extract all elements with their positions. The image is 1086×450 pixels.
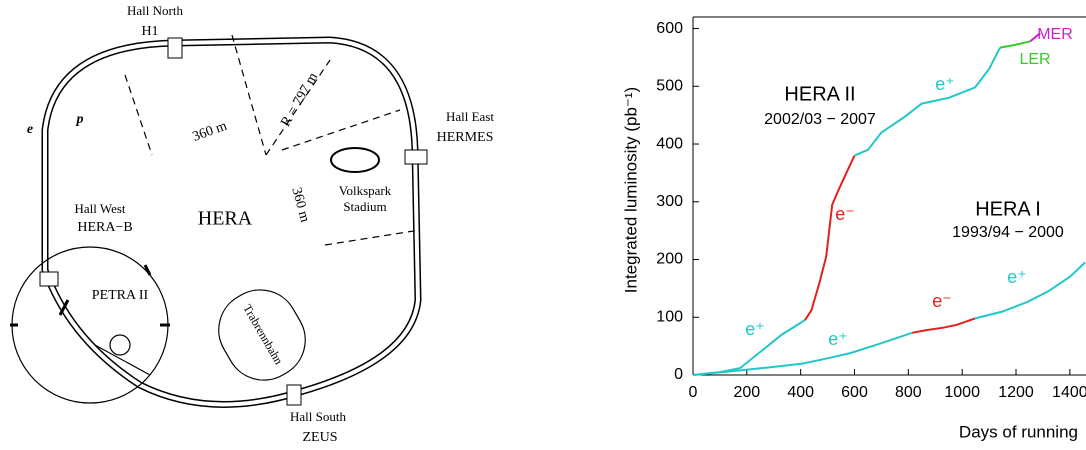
- transfer-line: [94, 344, 151, 376]
- label: HERMES: [437, 130, 494, 145]
- magnet: [58, 299, 70, 316]
- hall: [167, 37, 183, 59]
- series-line: [854, 47, 1001, 157]
- series-line: [692, 319, 806, 376]
- x-tick-label: 0: [689, 384, 698, 401]
- label: PETRA II: [92, 288, 149, 303]
- x-tick-label: 1200: [998, 384, 1034, 401]
- label: Trabrennbahn: [240, 302, 286, 367]
- racetrack: [218, 289, 306, 381]
- label: Hall East: [446, 109, 494, 124]
- x-axis-label: Days of running: [959, 422, 1078, 441]
- x-tick-label: 1000: [944, 384, 980, 401]
- x-tick-label: 200: [733, 384, 760, 401]
- series-line: [692, 331, 913, 376]
- x-tick-label: 1400: [1052, 384, 1086, 401]
- x-tick-label: 400: [787, 384, 814, 401]
- hall: [404, 149, 428, 165]
- label: 360 m: [191, 119, 229, 145]
- x-tick-label: 600: [841, 384, 868, 401]
- annotation: e⁺: [1007, 267, 1027, 287]
- hera-ring-inner: [43, 37, 421, 407]
- label: ZEUS: [303, 430, 338, 445]
- y-axis-label: Integrated luminosity (pb⁻¹): [621, 87, 640, 293]
- label: e: [27, 122, 33, 137]
- chart: 0 100 200 300 400 500 600 0 200 400 600 800 1000 1200…: [621, 16, 1086, 441]
- annotation: LER: [1019, 51, 1050, 68]
- accelerator-map: [10, 34, 428, 408]
- annotation: e⁺: [828, 329, 848, 349]
- series-line: [1029, 32, 1041, 43]
- dimension-lines: [124, 34, 421, 246]
- series-line: [911, 317, 976, 334]
- y-tick-label: 100: [656, 308, 683, 325]
- y-tick-label: 600: [656, 20, 683, 37]
- label: HERA: [198, 208, 253, 230]
- annotation: e⁻: [835, 204, 855, 224]
- y-tick-label: 500: [656, 78, 683, 95]
- label: 360 m: [288, 186, 312, 224]
- stadium-icon: [330, 147, 380, 173]
- hall: [39, 271, 59, 287]
- label: Stadium: [343, 199, 386, 214]
- label: p: [76, 112, 84, 127]
- annotation: e⁻: [932, 291, 952, 311]
- annotation: e⁺: [745, 319, 765, 339]
- detector: [109, 334, 131, 356]
- series-line: [804, 155, 856, 321]
- label: HERA−B: [77, 220, 132, 235]
- label: H1: [141, 24, 158, 39]
- series-line: [974, 261, 1086, 320]
- annotation: MER: [1037, 26, 1073, 43]
- label: Hall South: [290, 409, 346, 424]
- annotation: 2002/03 − 2007: [764, 111, 876, 128]
- label: R = 797 m: [278, 70, 321, 129]
- y-tick-label: 400: [656, 135, 683, 152]
- petra-ring: [11, 246, 169, 404]
- annotation: e⁺: [935, 74, 955, 94]
- y-tick-label: 0: [674, 366, 683, 383]
- label: Hall North: [127, 3, 183, 18]
- annotation: HERA II: [784, 83, 855, 105]
- hall: [286, 384, 302, 406]
- y-tick-label: 200: [656, 251, 683, 268]
- annotation: HERA I: [975, 198, 1041, 220]
- annotation: 1993/94 − 2000: [952, 224, 1064, 241]
- series-line: [999, 40, 1031, 49]
- magnet: [143, 264, 152, 276]
- y-tick-label: 300: [656, 193, 683, 210]
- label: Hall West: [74, 201, 125, 216]
- label: Volkspark: [339, 183, 392, 198]
- x-tick-label: 800: [895, 384, 922, 401]
